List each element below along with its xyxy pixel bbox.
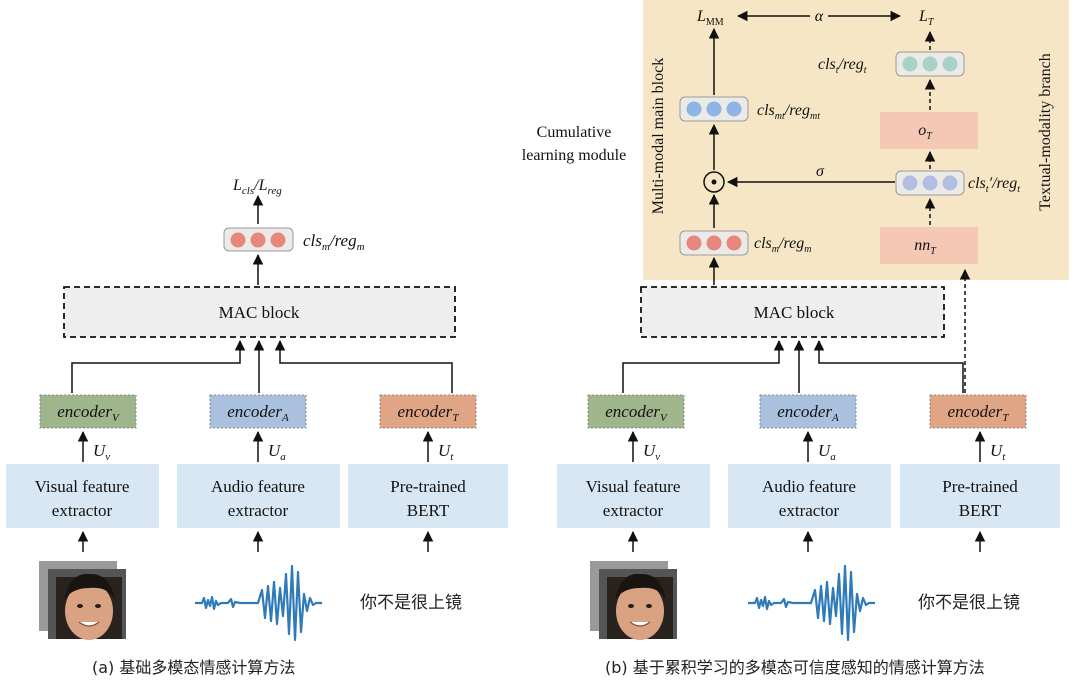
text-input-b: 你不是很上镜 (918, 593, 1020, 613)
audio-extractor-line1-a: Audio feature (211, 477, 305, 496)
main-block-label: Multi-modal main block (650, 58, 667, 214)
feature-ua-a: Ua (268, 441, 286, 463)
sigma-label: σ (816, 163, 825, 180)
audio-waveform-a (195, 564, 322, 642)
visual-extractor-line1-a: Visual feature (35, 477, 130, 496)
bert-extractor-line2-b: BERT (959, 501, 1002, 520)
encoder-v-label-a: encoderV (57, 402, 120, 424)
cls-t-prime-label: clst′/regt (968, 175, 1020, 195)
visual-extractor-line2-a: extractor (52, 501, 113, 520)
visual-extractor-b (557, 464, 710, 528)
bert-extractor-line1-b: Pre-trained (942, 477, 1018, 496)
encoder-t-b (929, 394, 1027, 429)
alpha-label: α (815, 8, 824, 25)
l-t-label: LT (918, 8, 935, 28)
audio-extractor-line2-b: extractor (779, 501, 840, 520)
mac-block-b (640, 286, 945, 338)
video-frames-image-a (39, 561, 126, 640)
encoder-t-label-b: encoderT (948, 402, 1010, 424)
mac-label-b: MAC block (754, 303, 835, 322)
visual-extractor-a (6, 464, 159, 528)
cls-m-label-b: clsm/regm (754, 235, 811, 255)
encoder-t-a (379, 394, 477, 429)
feature-uv-b: Uv (643, 441, 660, 463)
diagram-a: Lcls/Lreg clsm/regm MAC block encoderV e… (6, 177, 508, 642)
video-frames-image-b (590, 561, 677, 640)
text-input-a: 你不是很上镜 (360, 593, 462, 613)
odot-operator (703, 171, 725, 193)
cls-t-label: clst/regt (818, 56, 867, 76)
audio-waveform-b (748, 564, 875, 642)
encoder-t-label-a: encoderT (398, 402, 460, 424)
cls-mt-vector (679, 96, 749, 122)
cls-mt-label: clsmt/regmt (757, 102, 820, 122)
bert-extractor-line2-a: BERT (407, 501, 450, 520)
feature-uv-a: Uv (93, 441, 110, 463)
output-vector-a (223, 227, 294, 252)
visual-extractor-line2-b: extractor (603, 501, 664, 520)
feature-ua-b: Ua (818, 441, 836, 463)
audio-extractor-line2-a: extractor (228, 501, 289, 520)
cumulative-label-line1: Cumulative (537, 124, 612, 141)
cls-t-prime-vector (895, 170, 965, 196)
encoder-a-label-a: encoderA (227, 402, 289, 424)
mac-block-a (63, 286, 456, 338)
o-t-label: oT (918, 122, 933, 142)
encoder-a-b (759, 394, 857, 429)
audio-extractor-line1-b: Audio feature (762, 477, 856, 496)
output-label-a: clsm/regm (303, 231, 365, 253)
encoder-a-label-b: encoderA (777, 402, 839, 424)
l-mm-label: LMM (696, 8, 724, 28)
nn-t-label: nnT (914, 237, 937, 257)
caption-a: (a) 基础多模态情感计算方法 (92, 658, 295, 677)
feature-ut-a: Ut (438, 441, 454, 463)
visual-extractor-line1-b: Visual feature (586, 477, 681, 496)
encoder-v-b (587, 394, 685, 429)
loss-label-a: Lcls/Lreg (232, 177, 282, 197)
encoder-v-label-b: encoderV (605, 402, 668, 424)
audio-extractor-a (177, 464, 340, 528)
mac-label-a: MAC block (219, 303, 300, 322)
bert-extractor-b (900, 464, 1060, 528)
diagram-b: Cumulative learning module Multi-modal m… (522, 8, 1060, 642)
caption-b: (b) 基于累积学习的多模态可信度感知的情感计算方法 (605, 658, 985, 677)
cls-m-vector-b (679, 230, 749, 256)
nn-t-box (880, 227, 978, 264)
o-t-box (880, 112, 978, 149)
cumulative-label-line2: learning module (522, 147, 626, 164)
audio-extractor-b (728, 464, 891, 528)
bert-extractor-a (348, 464, 508, 528)
textual-branch-label: Textual-modality branch (1037, 53, 1054, 211)
cls-t-vector (895, 51, 965, 77)
feature-ut-b: Ut (990, 441, 1006, 463)
encoder-v-a (39, 394, 137, 429)
encoder-a-a (209, 394, 307, 429)
bert-extractor-line1-a: Pre-trained (390, 477, 466, 496)
